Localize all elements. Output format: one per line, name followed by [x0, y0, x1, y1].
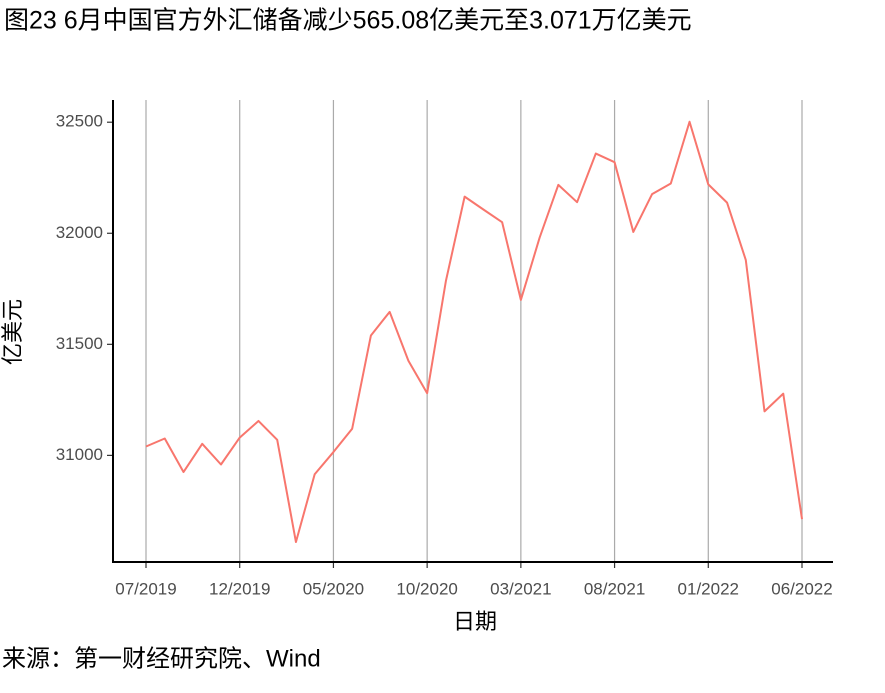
- y-axis-label: 亿美元: [0, 299, 25, 365]
- x-tick-label: 03/2021: [490, 579, 551, 598]
- y-tick-label: 32500: [56, 112, 103, 131]
- y-tick-label: 31500: [56, 334, 103, 353]
- y-tick-label: 32000: [56, 223, 103, 242]
- data-line: [145, 120, 803, 544]
- source-note: 来源：第一财经研究院、Wind: [2, 645, 321, 672]
- x-axis-label: 日期: [453, 609, 497, 634]
- x-tick-label: 10/2020: [396, 579, 457, 598]
- y-tick-label: 31000: [56, 445, 103, 464]
- x-tick-label: 08/2021: [584, 579, 645, 598]
- x-tick-label: 12/2019: [209, 579, 270, 598]
- x-tick-label: 05/2020: [303, 579, 364, 598]
- chart-title: 图23 6月中国官方外汇储备减少565.08亿美元至3.071万亿美元: [4, 7, 692, 35]
- x-tick-label: 01/2022: [678, 579, 739, 598]
- x-tick-label: 07/2019: [115, 579, 176, 598]
- x-tick-label: 06/2022: [771, 579, 832, 598]
